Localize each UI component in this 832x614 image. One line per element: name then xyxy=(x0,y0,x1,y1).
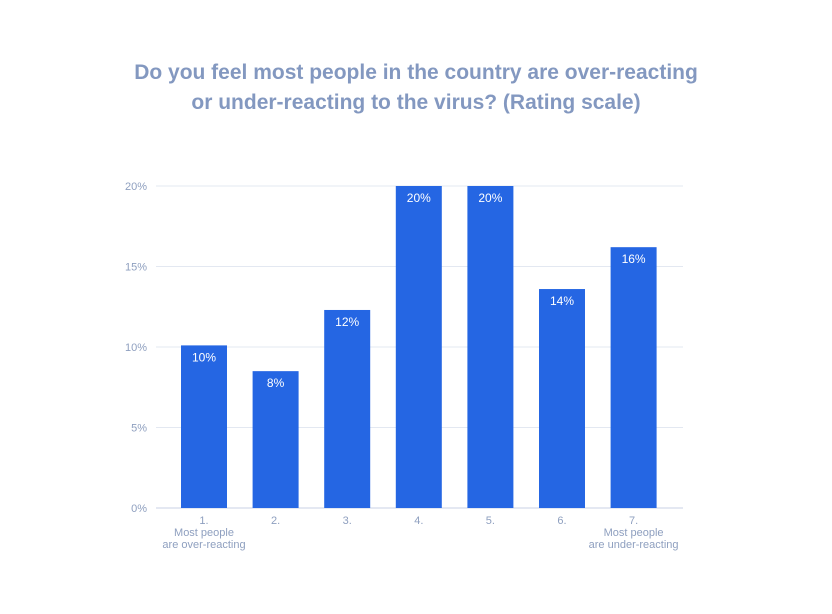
y-tick-label: 5% xyxy=(131,423,147,435)
bar-value-label: 8% xyxy=(267,376,285,390)
x-tick-label: Most people xyxy=(604,527,664,539)
x-tick-label: 7. xyxy=(629,515,638,527)
bar-value-label: 12% xyxy=(335,315,359,329)
bar xyxy=(395,186,442,508)
y-tick-label: 15% xyxy=(125,262,147,274)
bar xyxy=(539,289,585,508)
x-tick-label: 2. xyxy=(271,515,280,527)
bar-value-label: 10% xyxy=(192,350,216,364)
bar-value-label: 20% xyxy=(478,191,502,205)
bar-value-label: 20% xyxy=(407,191,431,205)
x-tick-label: 6. xyxy=(557,515,566,527)
bar xyxy=(467,186,514,508)
x-tick-label: are over-reacting xyxy=(162,539,245,551)
x-tick-label: 4. xyxy=(414,515,423,527)
bar xyxy=(324,309,371,508)
chart-title: Do you feel most people in the country a… xyxy=(0,58,832,118)
bar-value-label: 14% xyxy=(550,294,574,308)
bar xyxy=(252,371,299,508)
x-tick-label: are under-reacting xyxy=(589,539,679,551)
x-tick-label: 3. xyxy=(343,515,352,527)
y-tick-label: 20% xyxy=(125,181,147,193)
bar xyxy=(610,247,657,508)
x-tick-label: 1. xyxy=(199,515,208,527)
y-tick-label: 10% xyxy=(125,342,147,354)
y-tick-label: 0% xyxy=(131,503,147,515)
x-tick-label: 5. xyxy=(486,515,495,527)
bar-value-label: 16% xyxy=(622,252,646,266)
chart-title-line-2: or under-reacting to the virus? (Rating … xyxy=(191,91,641,114)
x-tick-label: Most people xyxy=(174,527,234,539)
chart-title-line-1: Do you feel most people in the country a… xyxy=(134,61,698,84)
bar xyxy=(181,345,227,508)
